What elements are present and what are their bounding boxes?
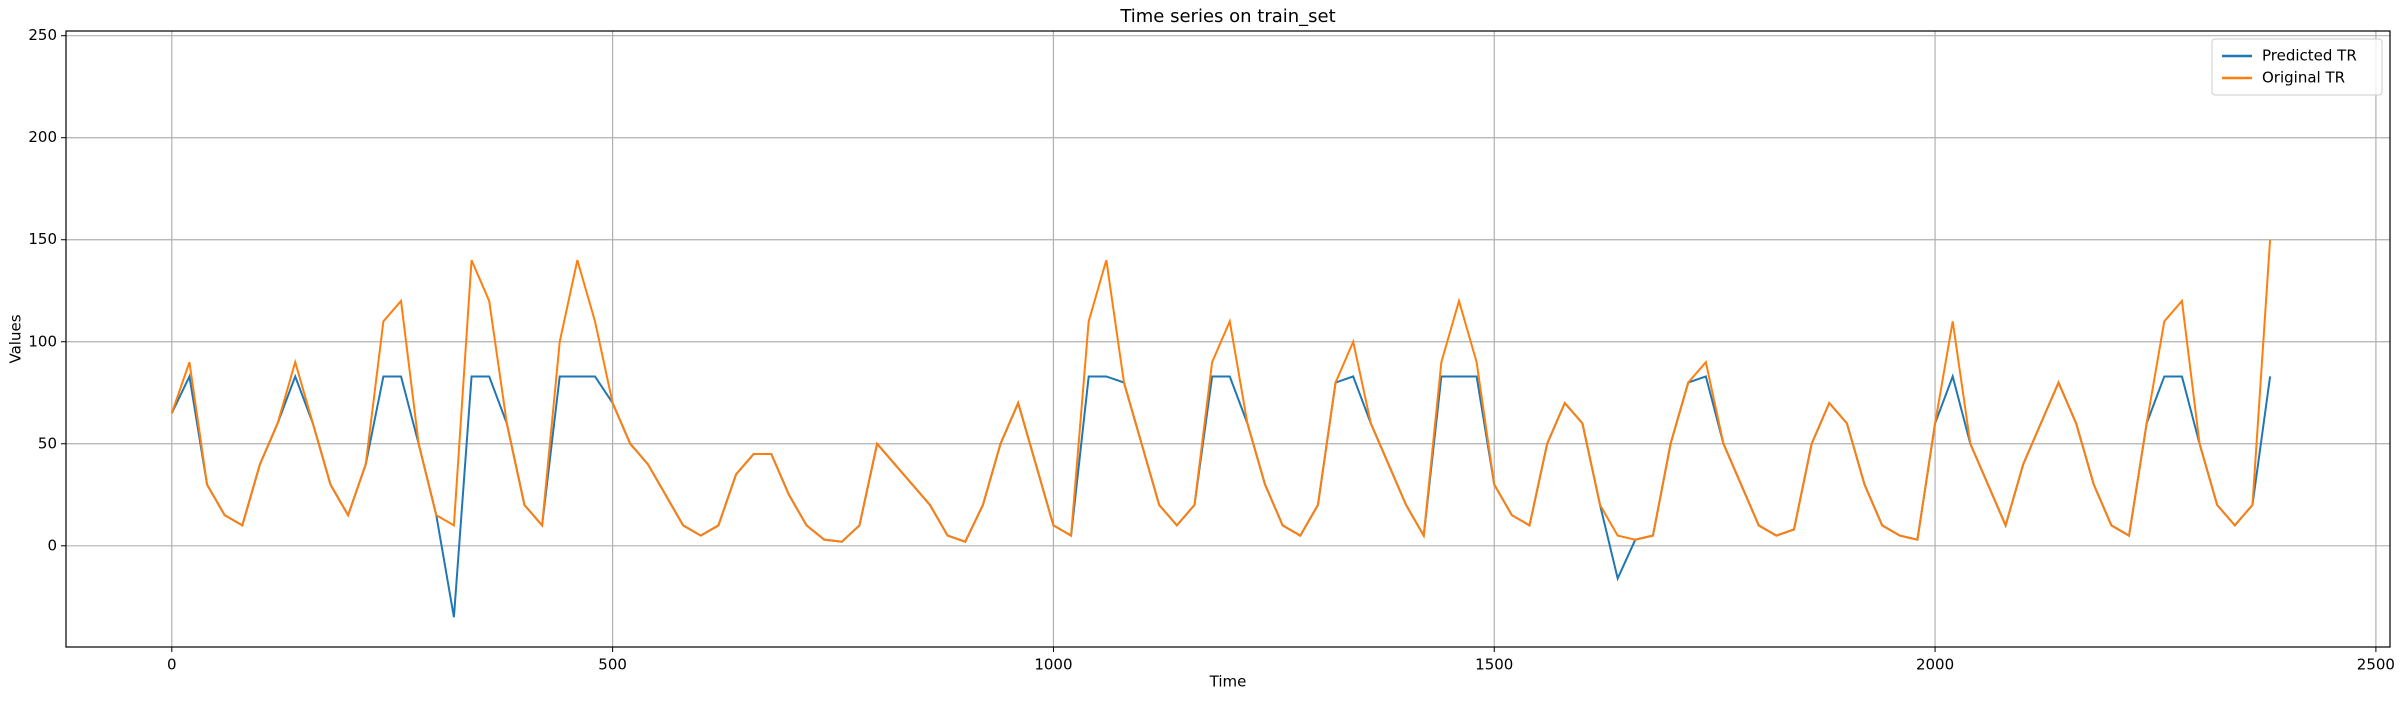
y-tick-label: 250 — [28, 26, 57, 44]
x-tick-label: 1000 — [1034, 656, 1072, 674]
x-tick-label: 2000 — [1916, 656, 1954, 674]
y-axis-label: Values — [7, 314, 25, 363]
plot-frame — [65, 30, 2391, 648]
series-line — [170, 373, 2272, 618]
y-tick-label: 0 — [47, 536, 57, 554]
x-tick-label: 1500 — [1475, 656, 1513, 674]
chart-title: Time series on train_set — [1119, 6, 1335, 27]
y-tick-label: 200 — [28, 128, 57, 146]
legend-label: Original TR — [2262, 69, 2345, 87]
y-tick-label: 150 — [28, 230, 57, 248]
x-axis-label: Time — [1209, 673, 1247, 691]
x-tick-label: 0 — [167, 656, 177, 674]
series-line — [170, 239, 2272, 543]
x-tick-label: 2500 — [2357, 656, 2395, 674]
x-tick-label: 500 — [598, 656, 627, 674]
y-tick-label: 100 — [28, 332, 57, 350]
legend-label: Predicted TR — [2262, 47, 2357, 65]
legend-box — [2211, 38, 2383, 96]
y-tick-label: 50 — [38, 434, 57, 452]
